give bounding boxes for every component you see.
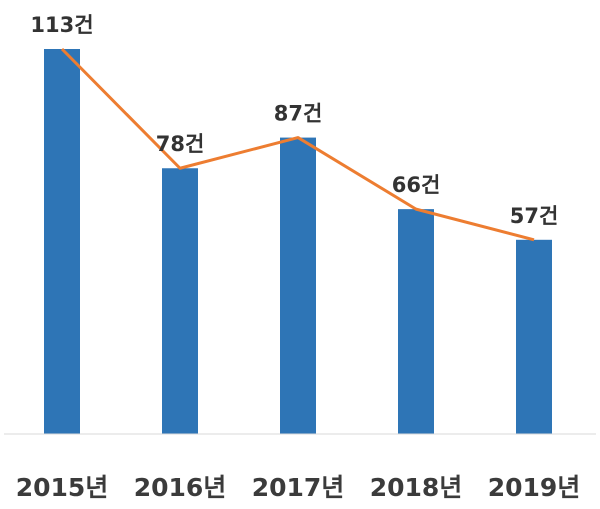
- data-label: 87건: [274, 102, 323, 126]
- trend-line: [60, 47, 535, 242]
- data-label: 66건: [392, 173, 441, 197]
- data-labels-group: 113건 78건 87건 66건 57건: [30, 13, 558, 228]
- bars-group: [44, 49, 552, 434]
- bar-2015년: [44, 49, 80, 434]
- x-tick-label: 2015년: [16, 473, 109, 502]
- bar-2019년: [516, 239, 552, 434]
- data-label: 57건: [510, 204, 559, 228]
- x-tick-label: 2017년: [252, 473, 345, 502]
- x-tick-label: 2016년: [134, 473, 227, 502]
- bar-2017년: [280, 137, 316, 434]
- bar-2018년: [398, 209, 434, 434]
- data-label: 113건: [30, 13, 93, 37]
- bar-2016년: [162, 168, 198, 434]
- x-tick-labels-group: 2015년 2016년 2017년 2018년 2019년: [16, 473, 581, 502]
- data-label: 78건: [156, 132, 205, 156]
- x-tick-label: 2019년: [488, 473, 581, 502]
- x-tick-label: 2018년: [370, 473, 463, 502]
